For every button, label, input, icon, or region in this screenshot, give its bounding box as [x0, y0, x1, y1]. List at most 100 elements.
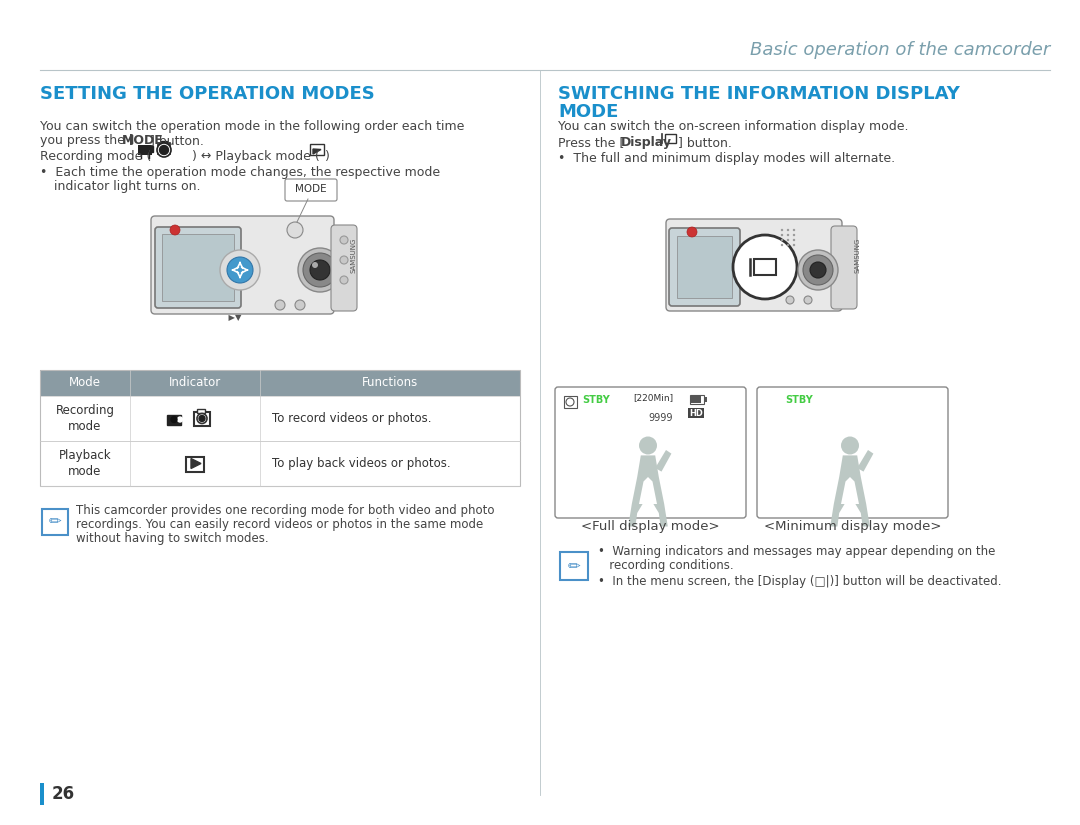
- Text: ✏: ✏: [568, 559, 580, 573]
- Circle shape: [787, 238, 789, 241]
- Bar: [158, 143, 170, 154]
- Text: Recording
mode: Recording mode: [55, 404, 114, 433]
- Circle shape: [310, 260, 330, 280]
- Bar: [564, 396, 577, 408]
- Bar: [561, 552, 588, 580]
- Circle shape: [566, 398, 573, 406]
- Circle shape: [298, 248, 342, 292]
- Circle shape: [810, 262, 826, 278]
- Circle shape: [687, 227, 697, 237]
- Bar: [690, 395, 704, 404]
- Circle shape: [199, 416, 205, 422]
- Polygon shape: [855, 504, 869, 526]
- Text: This camcorder provides one recording mode for both video and photo: This camcorder provides one recording mo…: [76, 504, 495, 517]
- Bar: [161, 141, 167, 144]
- Text: SWITCHING THE INFORMATION DISPLAY: SWITCHING THE INFORMATION DISPLAY: [558, 85, 960, 103]
- Text: Recording mode (: Recording mode (: [40, 150, 151, 163]
- Circle shape: [639, 436, 657, 455]
- Bar: [40, 494, 519, 549]
- FancyBboxPatch shape: [757, 387, 948, 518]
- Circle shape: [340, 236, 348, 244]
- Text: •  Warning indicators and messages may appear depending on the: • Warning indicators and messages may ap…: [598, 545, 996, 558]
- Text: ): ): [325, 150, 329, 163]
- Bar: [754, 259, 777, 275]
- Text: you press the [: you press the [: [40, 134, 134, 147]
- Bar: [148, 146, 153, 152]
- Text: [220Min]: [220Min]: [633, 394, 673, 403]
- Circle shape: [312, 262, 318, 268]
- Polygon shape: [629, 504, 643, 526]
- Bar: [665, 134, 676, 143]
- Circle shape: [804, 255, 833, 285]
- Circle shape: [781, 233, 783, 236]
- Text: Basic operation of the camcorder: Basic operation of the camcorder: [750, 41, 1050, 59]
- Text: •  In the menu screen, the [Display (□|)] button will be deactivated.: • In the menu screen, the [Display (□|)]…: [598, 575, 1001, 588]
- Text: Display: Display: [621, 136, 672, 149]
- Text: •  The full and minimum display modes will alternate.: • The full and minimum display modes wil…: [558, 152, 895, 165]
- Text: recordings. You can easily record videos or photos in the same mode: recordings. You can easily record videos…: [76, 518, 483, 531]
- FancyBboxPatch shape: [555, 387, 746, 518]
- Text: Playback
mode: Playback mode: [58, 449, 111, 478]
- Circle shape: [275, 300, 285, 310]
- Bar: [691, 396, 701, 403]
- Bar: [704, 397, 707, 402]
- Circle shape: [340, 256, 348, 264]
- Bar: [42, 508, 68, 535]
- Bar: [40, 783, 44, 805]
- Text: Press the [: Press the [: [558, 136, 624, 149]
- Text: HD: HD: [689, 408, 703, 417]
- Circle shape: [781, 229, 783, 231]
- Bar: [197, 409, 205, 412]
- Text: MODE: MODE: [295, 184, 327, 194]
- Circle shape: [295, 300, 305, 310]
- Circle shape: [781, 244, 783, 246]
- Bar: [40, 396, 519, 441]
- Bar: [162, 234, 234, 301]
- Circle shape: [177, 417, 183, 422]
- Circle shape: [787, 244, 789, 246]
- FancyBboxPatch shape: [151, 216, 334, 314]
- Bar: [310, 144, 324, 155]
- Text: MODE: MODE: [122, 134, 164, 147]
- Text: Mode: Mode: [69, 376, 102, 389]
- Bar: [688, 408, 704, 418]
- Circle shape: [793, 233, 795, 236]
- Circle shape: [171, 417, 177, 422]
- Text: indicator light turns on.: indicator light turns on.: [54, 180, 201, 193]
- Circle shape: [793, 238, 795, 241]
- Text: <Full display mode>: <Full display mode>: [581, 520, 719, 533]
- Circle shape: [733, 235, 797, 299]
- Circle shape: [227, 257, 253, 283]
- Text: You can switch the on-screen information display mode.: You can switch the on-screen information…: [558, 120, 908, 133]
- Text: ] button.: ] button.: [150, 134, 204, 147]
- Text: STBY: STBY: [785, 395, 813, 405]
- Polygon shape: [313, 149, 321, 154]
- Bar: [40, 441, 519, 486]
- Circle shape: [787, 229, 789, 231]
- Circle shape: [157, 143, 171, 157]
- Text: SAMSUNG: SAMSUNG: [350, 238, 356, 273]
- Text: ] button.: ] button.: [678, 136, 732, 149]
- Bar: [40, 370, 519, 396]
- Polygon shape: [831, 504, 845, 526]
- Text: recording conditions.: recording conditions.: [598, 559, 733, 572]
- Text: ) ↔ Playback mode (: ) ↔ Playback mode (: [192, 150, 320, 163]
- Text: 9999: 9999: [648, 413, 673, 423]
- Circle shape: [340, 276, 348, 284]
- Text: To record videos or photos.: To record videos or photos.: [272, 412, 432, 425]
- Text: 26: 26: [52, 785, 76, 803]
- Circle shape: [303, 253, 337, 287]
- Text: MODE: MODE: [558, 103, 619, 121]
- Text: To play back videos or photos.: To play back videos or photos.: [272, 457, 450, 470]
- FancyBboxPatch shape: [669, 228, 740, 306]
- Polygon shape: [858, 450, 874, 472]
- Circle shape: [798, 250, 838, 290]
- Circle shape: [804, 296, 812, 304]
- Bar: [558, 537, 1048, 595]
- Circle shape: [841, 436, 859, 455]
- Circle shape: [781, 238, 783, 241]
- Circle shape: [170, 225, 180, 235]
- Circle shape: [220, 250, 260, 290]
- FancyBboxPatch shape: [831, 226, 858, 309]
- Bar: [677, 236, 732, 298]
